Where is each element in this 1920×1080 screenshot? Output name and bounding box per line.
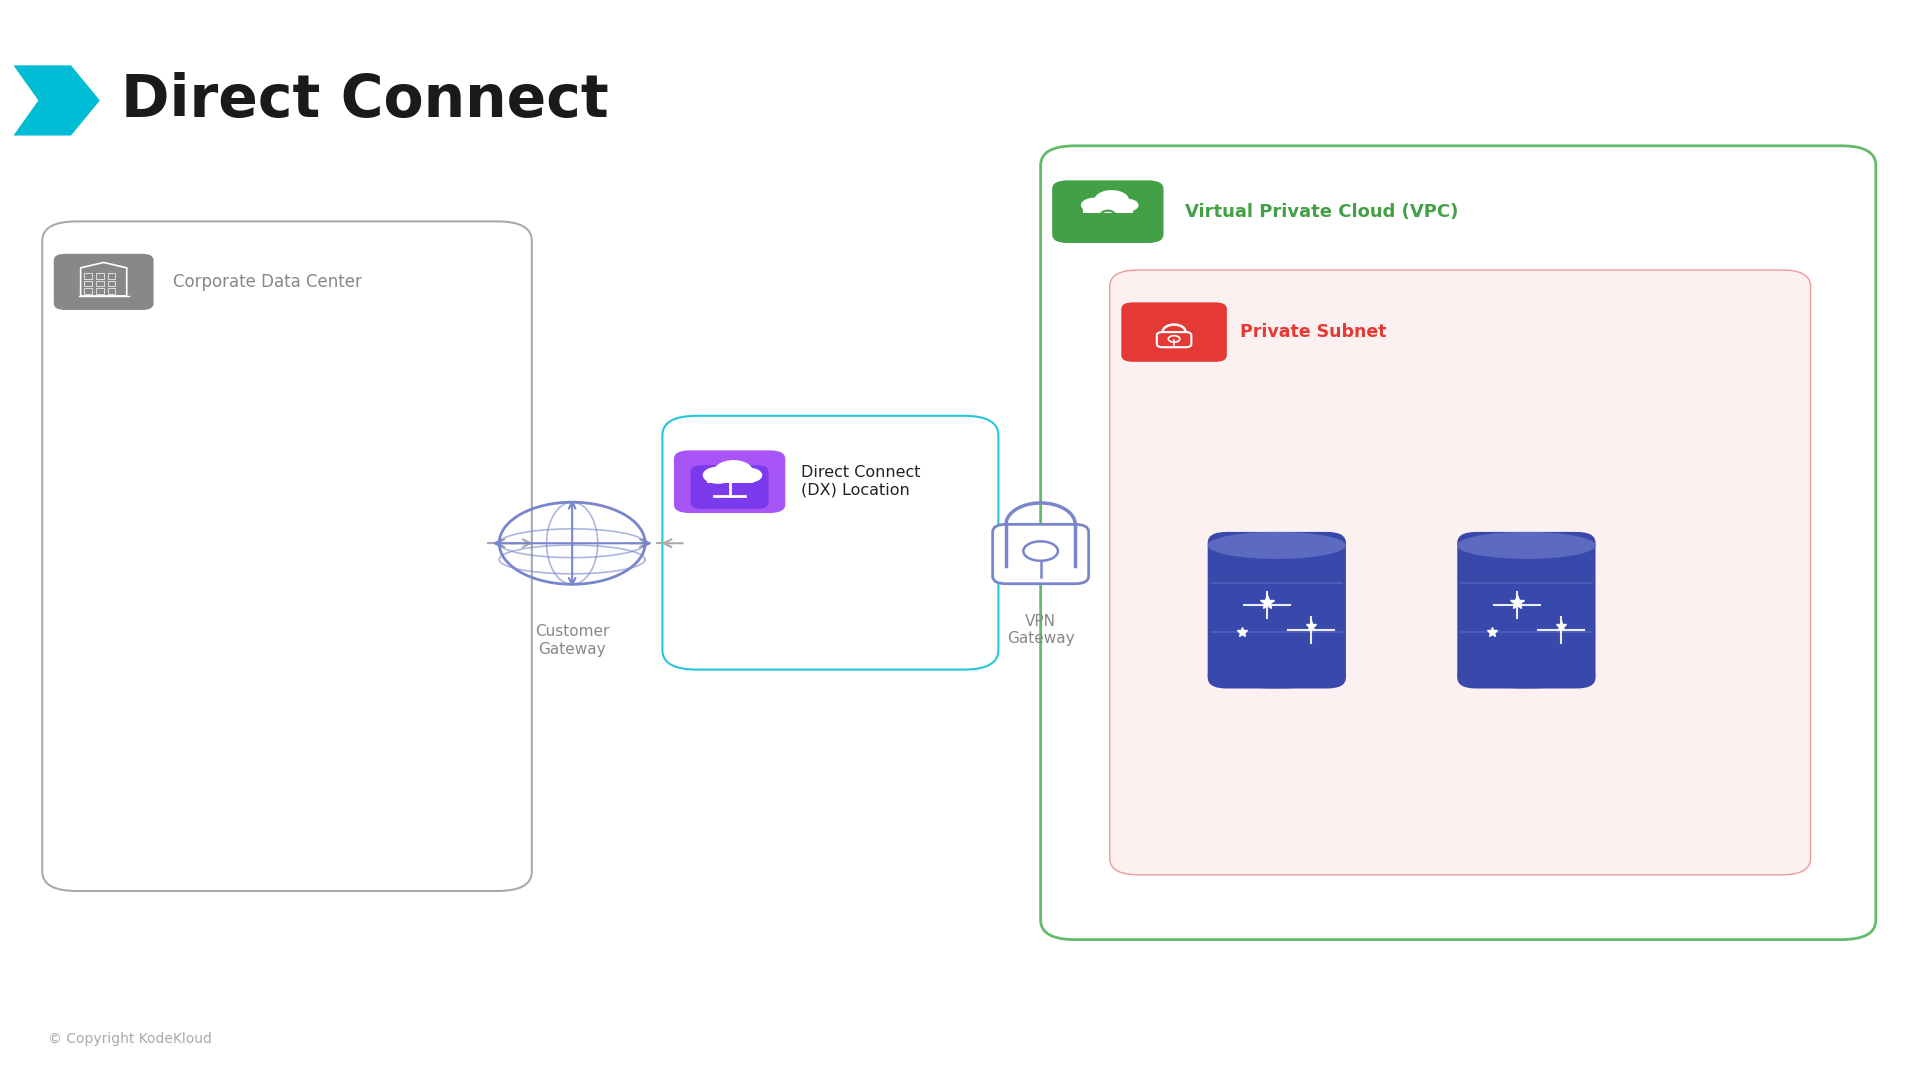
FancyBboxPatch shape bbox=[662, 416, 998, 670]
FancyBboxPatch shape bbox=[1121, 302, 1227, 362]
Text: Corporate Data Center: Corporate Data Center bbox=[173, 273, 361, 291]
FancyBboxPatch shape bbox=[1110, 270, 1811, 875]
Circle shape bbox=[1116, 199, 1139, 212]
Ellipse shape bbox=[1208, 661, 1346, 689]
FancyBboxPatch shape bbox=[1052, 180, 1164, 243]
FancyBboxPatch shape bbox=[1208, 532, 1346, 689]
Text: Private Subnet: Private Subnet bbox=[1240, 323, 1386, 341]
FancyBboxPatch shape bbox=[54, 254, 154, 310]
FancyBboxPatch shape bbox=[1041, 146, 1876, 940]
FancyBboxPatch shape bbox=[691, 465, 768, 509]
Polygon shape bbox=[13, 65, 100, 135]
FancyBboxPatch shape bbox=[674, 450, 785, 513]
Text: VPN
Gateway: VPN Gateway bbox=[1006, 613, 1075, 646]
FancyBboxPatch shape bbox=[1096, 216, 1119, 226]
Text: Virtual Private Cloud (VPC): Virtual Private Cloud (VPC) bbox=[1185, 203, 1457, 220]
FancyBboxPatch shape bbox=[707, 472, 753, 483]
FancyBboxPatch shape bbox=[42, 221, 532, 891]
Ellipse shape bbox=[1457, 532, 1596, 559]
Circle shape bbox=[1081, 198, 1108, 213]
Circle shape bbox=[735, 468, 762, 483]
Text: © Copyright KodeKloud: © Copyright KodeKloud bbox=[48, 1032, 211, 1045]
Text: Customer
Gateway: Customer Gateway bbox=[536, 624, 609, 657]
FancyBboxPatch shape bbox=[1083, 202, 1133, 213]
FancyBboxPatch shape bbox=[993, 525, 1089, 583]
FancyBboxPatch shape bbox=[1457, 532, 1596, 689]
Circle shape bbox=[714, 460, 753, 482]
Text: Direct Connect
(DX) Location: Direct Connect (DX) Location bbox=[801, 465, 920, 498]
Circle shape bbox=[1094, 190, 1129, 210]
Text: Direct Connect: Direct Connect bbox=[121, 72, 609, 129]
Circle shape bbox=[703, 467, 733, 484]
Ellipse shape bbox=[1457, 661, 1596, 689]
Ellipse shape bbox=[1208, 532, 1346, 559]
